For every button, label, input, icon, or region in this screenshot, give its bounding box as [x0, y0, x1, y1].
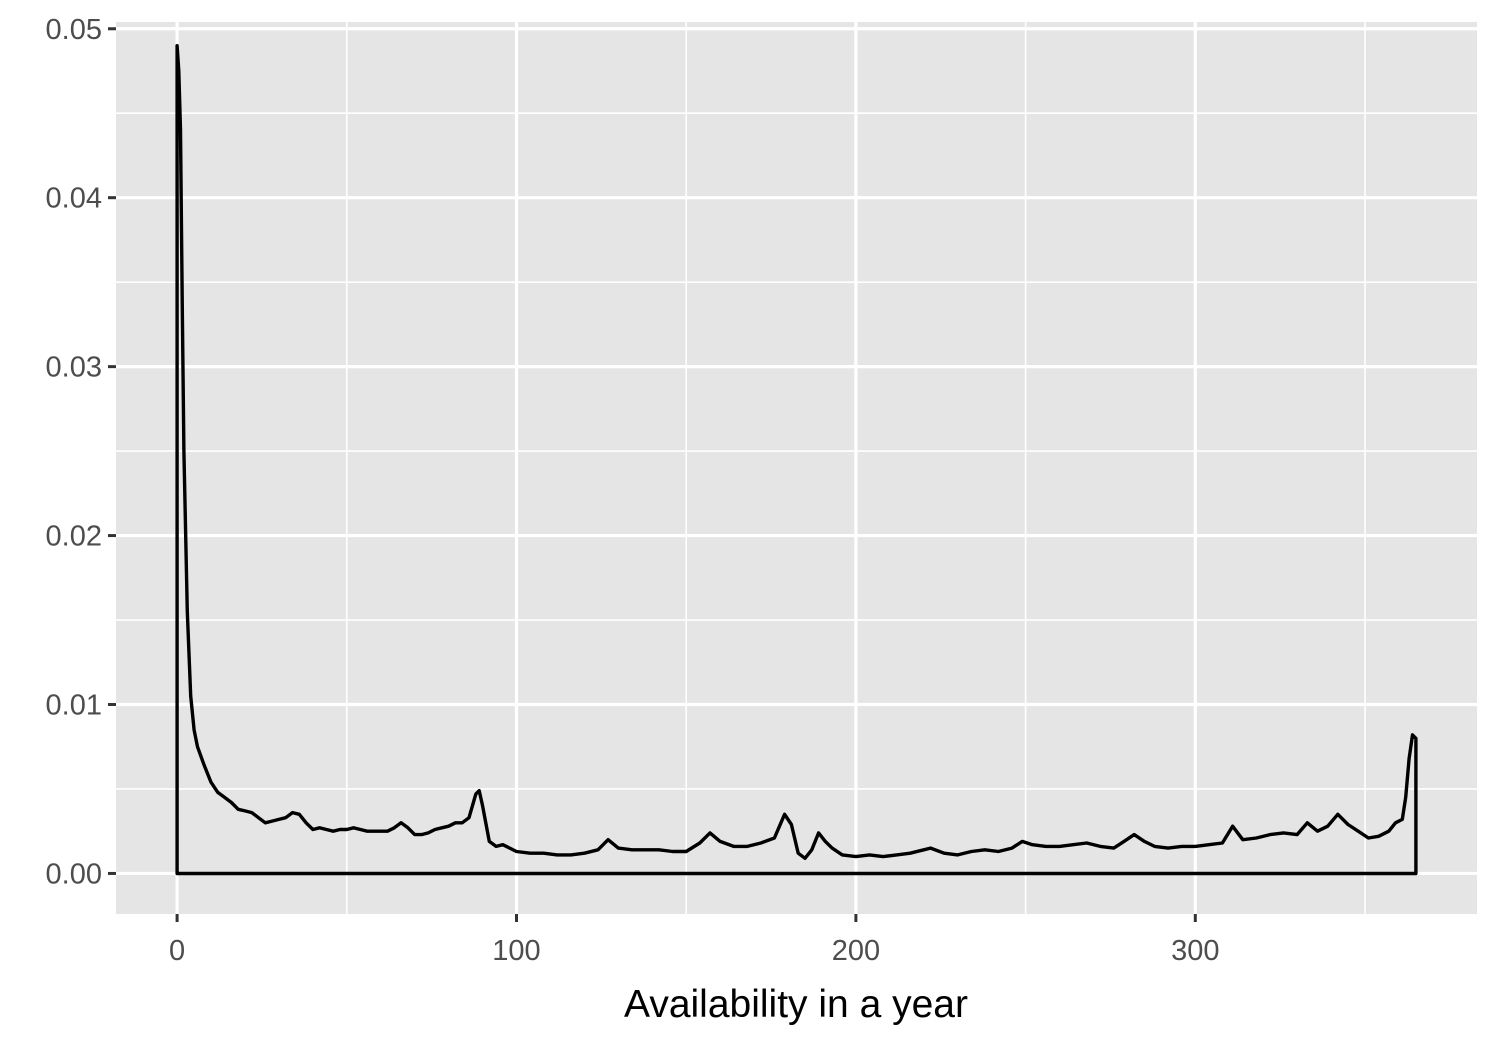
density-curve	[175, 44, 1418, 876]
density-layer	[175, 44, 1418, 876]
x-tick-label: 0	[169, 935, 185, 967]
minor-grid	[116, 22, 1477, 914]
y-axis: 0.00 0.01 0.02 0.03 0.04 0.05	[46, 14, 116, 890]
x-tick-label: 100	[492, 935, 540, 967]
y-tick-label: 0.03	[46, 352, 102, 384]
x-tick-label: 200	[832, 935, 880, 967]
x-axis: 0 100 200 300	[169, 914, 1219, 967]
x-axis-title: Availability in a year	[624, 983, 968, 1026]
y-tick-label: 0.04	[46, 183, 102, 215]
y-tick-label: 0.01	[46, 690, 102, 722]
y-tick-label: 0.00	[46, 858, 102, 890]
x-tick-label: 300	[1171, 935, 1219, 967]
y-tick-label: 0.02	[46, 521, 102, 553]
plot-panel	[116, 22, 1477, 914]
y-tick-label: 0.05	[46, 14, 102, 46]
